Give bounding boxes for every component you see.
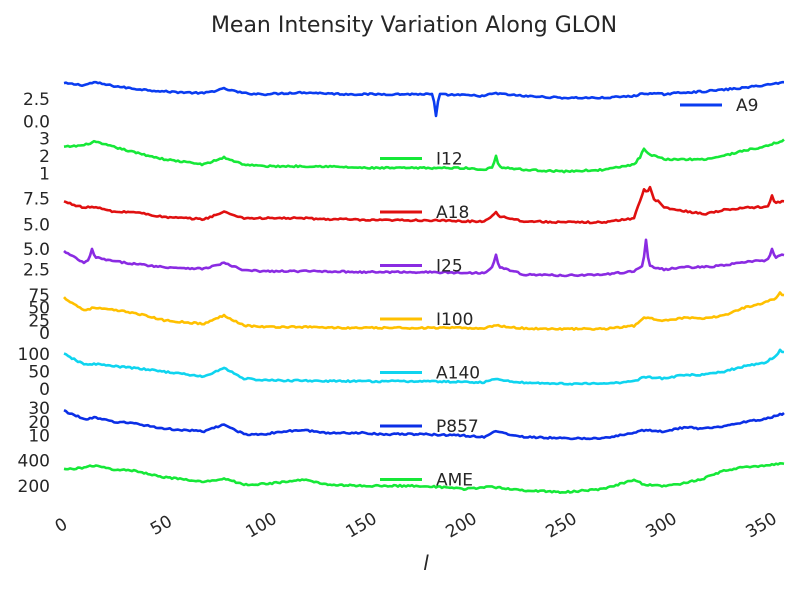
series-line-a9 [63,80,784,118]
x-axis-label: l [423,551,429,575]
series-line-i100 [63,291,785,331]
y-tick-label: 7.5 [23,190,50,210]
y-tick-label: 1 [39,164,50,184]
legend-label: I12 [436,150,463,170]
y-tick-label: 5.0 [23,240,50,260]
legend-label: I25 [436,257,463,277]
legend-label: A18 [436,203,469,223]
legend-label: I100 [436,310,473,330]
y-tick-label: 30 [28,399,50,419]
y-tick-label: 2 [39,147,50,167]
y-tick-label: 100 [18,345,50,365]
legend-label: AME [436,471,473,491]
series-line-a18 [63,185,785,225]
y-tick-label: 25 [28,311,50,331]
series-line-p857 [63,409,785,441]
panel-i25: 5.02.5 I25 [23,238,785,281]
y-tick-label: 20 [28,413,50,433]
legend-label: A9 [736,96,758,116]
y-tick-label: 2.5 [23,261,50,281]
y-tick-label: 2.5 [23,90,50,110]
series-line-i25 [63,238,785,278]
y-tick-label: 50 [28,363,50,383]
y-tick-label: 200 [18,477,50,497]
y-tick-label: 10 [28,427,50,447]
legend-label: P857 [436,417,479,437]
series-line-a140 [63,348,785,386]
y-tick-label: 0.0 [23,113,50,133]
y-tick-label: 3 [39,129,50,149]
y-tick-label: 75 [28,286,50,306]
panel-ame: 400 200 AME [18,452,785,497]
panel-a18: 7.5 5.0 A18 [23,185,785,235]
y-tick-label: 0 [39,324,50,344]
y-tick-label: 50 [28,299,50,319]
legend-label: A140 [436,364,480,384]
y-tick-label: 0 [39,380,50,400]
chart-title: Mean Intensity Variation Along GLON [211,13,617,38]
y-tick-label: 400 [18,452,50,472]
panel-i12: 321 I12 [39,129,785,184]
series-line-i12 [63,138,785,174]
series-line-ame [63,462,785,494]
y-tick-label: 5.0 [23,215,50,235]
panel-a9: 2.5 0.0 A9 [23,80,784,133]
